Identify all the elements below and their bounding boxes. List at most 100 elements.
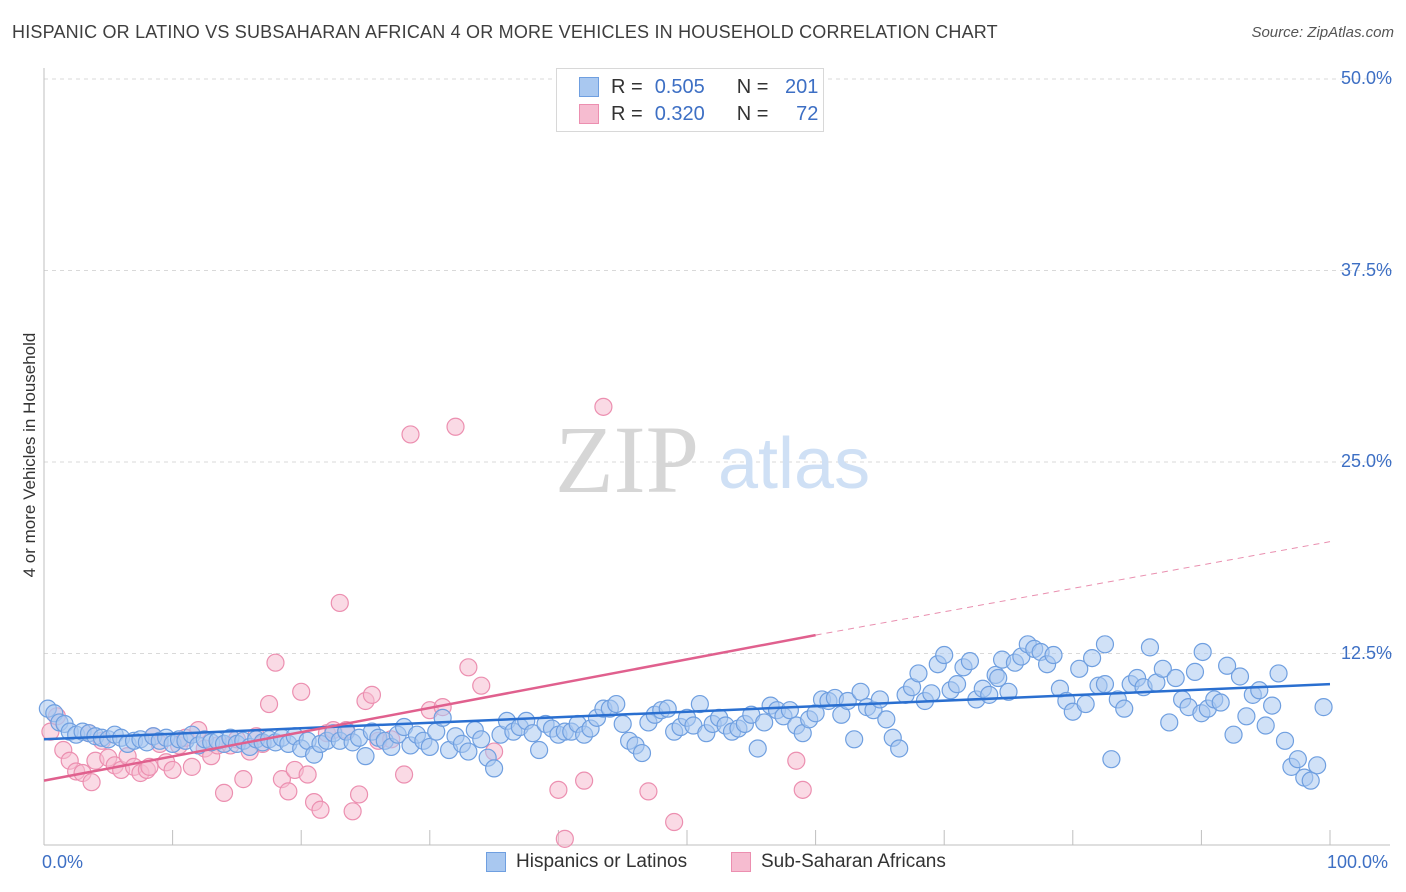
- hispanic-point-89: [607, 694, 626, 714]
- hispanic-point-191: [1263, 696, 1282, 715]
- legend-label-subsaharan: Sub-Saharan Africans: [761, 851, 946, 872]
- hispanic-point-136: [909, 664, 928, 683]
- hispanic-point-187: [1237, 707, 1256, 726]
- watermark-atlas: atlas: [718, 424, 870, 504]
- hispanic-point-133: [890, 739, 909, 758]
- hispanic-point-199: [1314, 698, 1333, 717]
- subsaharan-point-35: [266, 653, 285, 672]
- n-value-pink: 72: [796, 102, 819, 125]
- subsaharan-point-27: [214, 783, 234, 803]
- subsaharan-point-66: [665, 812, 684, 832]
- hispanic-point-150: [999, 682, 1018, 701]
- subsaharan-point-71: [82, 773, 101, 792]
- hispanic-point-112: [755, 713, 774, 732]
- legend-item-subsaharan: Sub-Saharan Africans: [731, 851, 946, 873]
- legend-swatch-blue: [486, 852, 506, 872]
- hispanic-point-165: [1095, 675, 1115, 694]
- trend-line-hispanic: [43, 682, 1331, 741]
- hispanic-point-93: [632, 743, 652, 763]
- hispanic-point-130: [870, 690, 890, 709]
- blue-swatch: [579, 77, 599, 97]
- subsaharan-point-34: [259, 694, 279, 714]
- hispanic-point-200: [1095, 635, 1115, 654]
- hispanic-point-202: [1193, 642, 1212, 662]
- source-credit: Source: ZipAtlas.com: [1251, 24, 1394, 41]
- r-value-blue: 0.505: [654, 75, 705, 98]
- subsaharan-point-62: [555, 829, 574, 848]
- subsaharan-point-48: [349, 785, 369, 804]
- n-value-blue: 201: [785, 75, 819, 98]
- hispanic-point-172: [1140, 638, 1160, 657]
- hispanic-point-176: [1166, 668, 1185, 688]
- grid-lines: [44, 78, 1392, 654]
- hispanic-point-162: [1076, 694, 1095, 714]
- subsaharan-point-69: [793, 780, 812, 799]
- hispanic-point-186: [1230, 667, 1250, 686]
- y-tick-label-2: 37.5%: [1340, 259, 1392, 280]
- y-tick-label-1: 25.0%: [1340, 451, 1392, 471]
- pink-swatch: [579, 104, 599, 124]
- subsaharan-point-39: [292, 682, 311, 701]
- subsaharan-point-63: [575, 771, 594, 790]
- hispanic-point-163: [1082, 648, 1102, 668]
- hispanic-point-66: [459, 742, 478, 761]
- subsaharan-point-59: [472, 676, 491, 695]
- watermark: ZIP atlas: [555, 406, 870, 513]
- subsaharan-point-45: [330, 593, 349, 613]
- hispanic-point-193: [1275, 731, 1295, 750]
- watermark-zip: ZIP: [555, 406, 699, 513]
- subsaharan-point-19: [163, 760, 182, 780]
- hispanic-point-131: [877, 710, 896, 729]
- hispanic-point-111: [748, 739, 767, 758]
- subsaharan-point-42: [311, 800, 330, 819]
- hispanic-point-147: [980, 685, 999, 704]
- legend-swatch-pink: [731, 852, 751, 872]
- hispanic-point-126: [845, 730, 864, 749]
- subsaharan-point-53: [394, 765, 414, 784]
- legend-label-hispanics: Hispanics or Latinos: [516, 851, 688, 872]
- hispanic-point-50: [356, 747, 375, 766]
- hispanic-point-140: [935, 645, 954, 665]
- hispanic-point-76: [523, 724, 542, 743]
- hispanic-point-166: [1102, 750, 1121, 769]
- hispanic-point-201: [989, 668, 1008, 688]
- hispanic-point-198: [1308, 756, 1327, 775]
- blue-series: [38, 635, 1333, 790]
- r-value-pink: 0.320: [654, 102, 705, 125]
- hispanic-point-174: [1153, 659, 1172, 678]
- r-label: R =: [611, 75, 643, 98]
- trend-line-subsaharan-extension: [815, 541, 1331, 636]
- subsaharan-point-30: [234, 770, 253, 789]
- legend-row-blue: R = 0.505 N = 201: [579, 74, 818, 100]
- n-label: N =: [736, 102, 769, 125]
- hispanic-point-195: [1288, 750, 1307, 769]
- x-tick-max: 100.0%: [1327, 852, 1389, 872]
- subsaharan-point-58: [459, 658, 478, 677]
- hispanic-point-116: [780, 701, 799, 720]
- hispanic-point-97: [658, 699, 677, 718]
- legend-row-pink: R = 0.320 N = 72: [579, 101, 818, 127]
- subsaharan-point-57: [446, 417, 465, 436]
- hispanic-point-175: [1160, 713, 1179, 732]
- hispanic-point-183: [1211, 693, 1230, 712]
- hispanic-point-127: [851, 682, 870, 701]
- hispanic-point-102: [690, 694, 709, 714]
- hispanic-point-70: [485, 759, 504, 778]
- hispanic-point-157: [1044, 645, 1063, 665]
- hispanic-point-185: [1224, 725, 1243, 744]
- hispanic-point-144: [960, 652, 980, 671]
- hispanic-point-138: [922, 684, 941, 703]
- hispanic-point-190: [1256, 716, 1275, 735]
- r-label: R =: [611, 102, 643, 125]
- n-label: N =: [736, 75, 769, 98]
- subsaharan-point-47: [343, 802, 362, 821]
- hispanic-point-62: [433, 708, 452, 727]
- legend-item-hispanics: Hispanics or Latinos: [486, 851, 687, 873]
- subsaharan-point-61: [549, 780, 568, 799]
- subsaharan-point-65: [639, 782, 658, 801]
- subsaharan-point-50: [362, 685, 382, 704]
- subsaharan-point-54: [401, 425, 420, 444]
- hispanic-point-197: [1301, 771, 1320, 790]
- correlation-legend: R = 0.505 N = 201 R = 0.320 N = 72: [556, 68, 824, 132]
- x-tick-min: 0.0%: [42, 852, 84, 872]
